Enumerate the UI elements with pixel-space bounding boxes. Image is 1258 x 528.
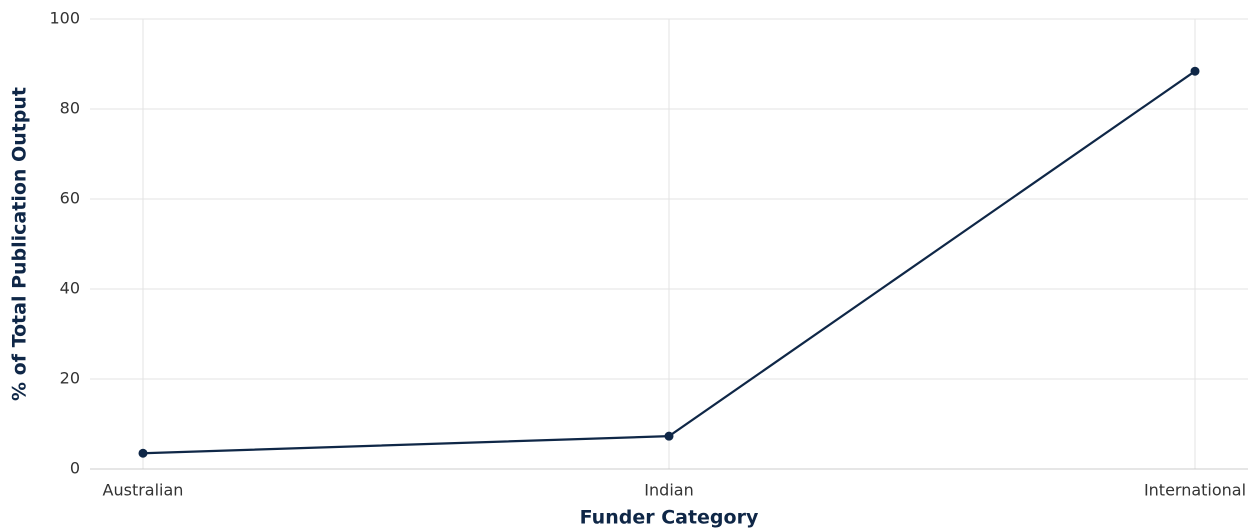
x-tick-label: Indian — [644, 481, 693, 500]
y-tick-label: 100 — [49, 9, 80, 28]
point — [138, 448, 148, 458]
x-tick-label: International — [1144, 481, 1246, 500]
y-tick-label: 0 — [70, 459, 80, 478]
y-tick-label: 60 — [60, 189, 80, 208]
y-tick-label: 20 — [60, 369, 80, 388]
y-axis-title: % of Total Publication Output — [9, 87, 31, 401]
point — [664, 431, 674, 441]
point — [1190, 66, 1200, 76]
y-tick-label: 80 — [60, 99, 80, 118]
y-tick-label: 40 — [60, 279, 80, 298]
x-axis-title: Funder Category — [580, 507, 759, 528]
x-tick-label: Australian — [103, 481, 184, 500]
